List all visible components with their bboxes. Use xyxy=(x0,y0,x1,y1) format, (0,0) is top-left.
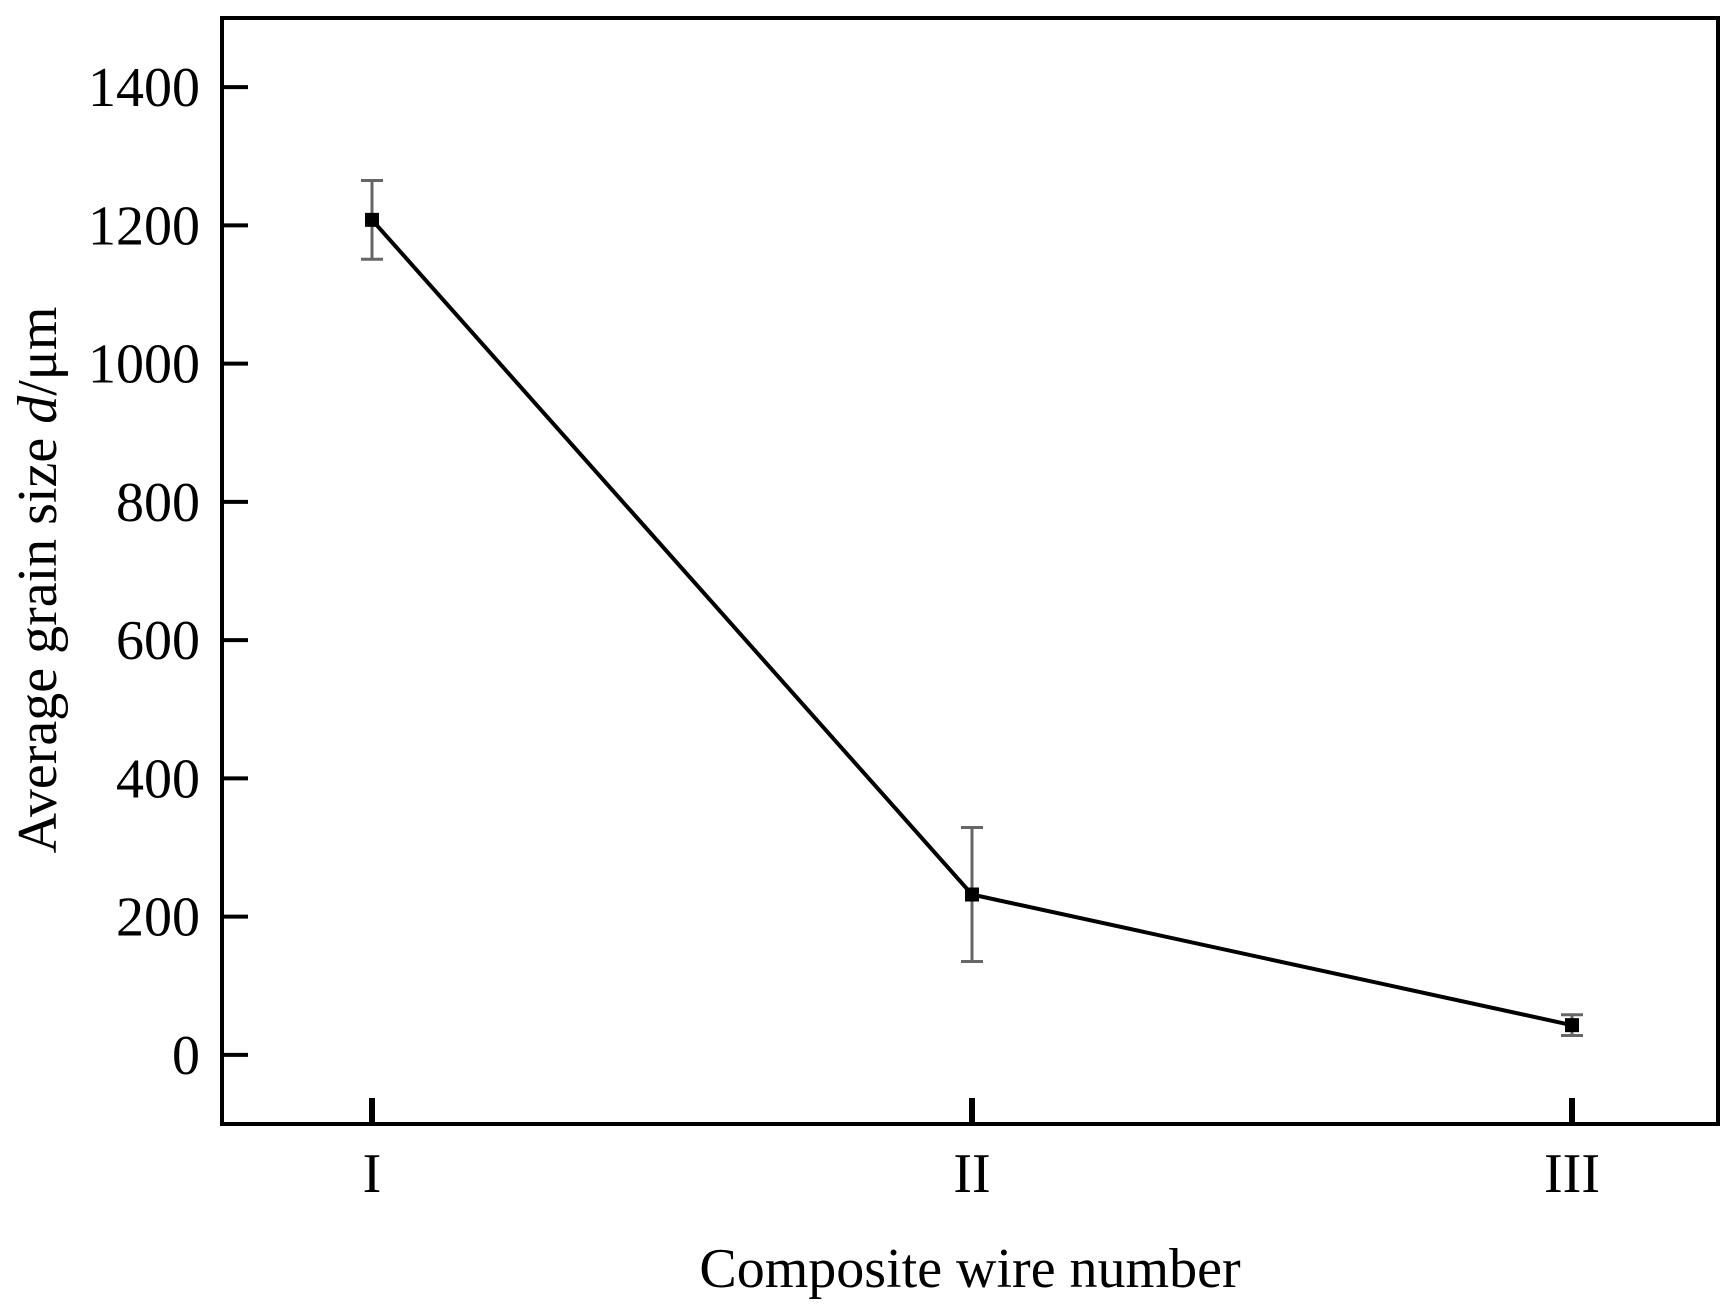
x-axis-title: Composite wire number xyxy=(699,1238,1241,1299)
x-tick-label: II xyxy=(953,1143,990,1205)
y-axis-title-symbol: d xyxy=(7,395,69,424)
y-tick-label: 1200 xyxy=(88,195,200,257)
y-tick-label: 1000 xyxy=(88,334,200,396)
data-point xyxy=(365,212,379,227)
x-axis-ticks: I II III xyxy=(363,1098,1600,1205)
data-point xyxy=(1565,1018,1579,1033)
y-axis-title: Average grain size d/μm xyxy=(7,307,69,854)
y-tick-label: 0 xyxy=(172,1025,200,1087)
y-tick-label: 600 xyxy=(116,610,200,672)
y-axis-ticks: 0 200 400 600 800 1000 1200 1400 xyxy=(88,57,248,1087)
y-tick-label: 1400 xyxy=(88,57,200,119)
x-tick-label: I xyxy=(363,1143,382,1205)
y-tick-label: 200 xyxy=(116,887,200,949)
y-axis-title-main: Average grain size xyxy=(7,424,69,854)
series-layer xyxy=(361,178,1583,1038)
data-point xyxy=(965,887,979,902)
plot-frame xyxy=(220,16,1720,1126)
x-tick-label: III xyxy=(1544,1143,1600,1205)
y-tick-label: 400 xyxy=(116,748,200,810)
y-tick-label: 800 xyxy=(116,472,200,534)
y-axis-title-unit: /μm xyxy=(7,307,69,396)
